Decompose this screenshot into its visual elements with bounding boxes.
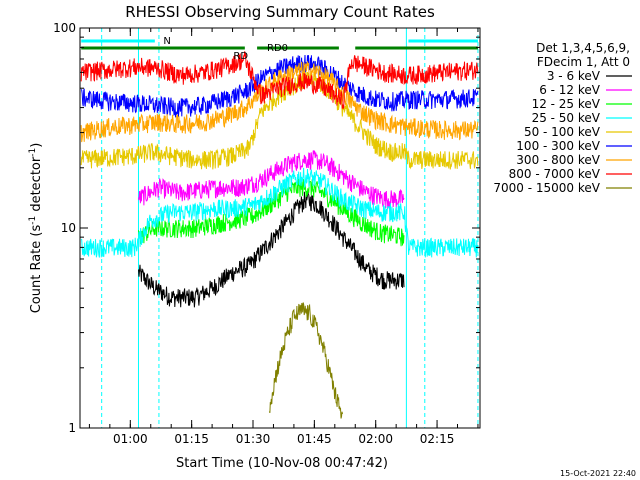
timestamp-footer: 15-Oct-2021 22:40 xyxy=(560,469,636,478)
flag-label-n: N xyxy=(163,36,170,47)
y-axis: 1 10 100 xyxy=(53,21,480,435)
legend: Det 1,3,4,5,6,9, FDecim 1, Att 0 3 - 6 k… xyxy=(493,41,632,195)
x-tick-label-1: 01:15 xyxy=(174,432,209,446)
series-line-7 xyxy=(80,51,479,110)
legend-label-2: 12 - 25 keV xyxy=(532,97,601,111)
flag-label-rd0: RD0 xyxy=(267,43,288,54)
legend-label-7: 800 - 7000 keV xyxy=(509,167,601,181)
legend-label-0: 3 - 6 keV xyxy=(547,69,601,83)
x-axis-label: Start Time (10-Nov-08 00:47:42) xyxy=(176,456,388,471)
x-tick-label-5: 02:15 xyxy=(420,432,455,446)
legend-label-4: 50 - 100 keV xyxy=(524,125,601,139)
series-line-0 xyxy=(138,190,405,308)
legend-label-3: 25 - 50 keV xyxy=(532,111,601,125)
series-line-8 xyxy=(268,302,343,419)
series-line-4 xyxy=(80,71,479,170)
legend-label-6: 300 - 800 keV xyxy=(516,153,600,167)
y-tick-label-1: 10 xyxy=(61,221,76,235)
x-axis: 01:00 01:15 01:30 01:45 02:00 02:15 xyxy=(88,28,479,446)
plot-area: N RD0 RD xyxy=(80,28,479,428)
y-tick-label-2: 100 xyxy=(53,21,76,35)
legend-label-1: 6 - 12 keV xyxy=(539,83,601,97)
y-tick-label-0: 1 xyxy=(68,421,76,435)
legend-label-5: 100 - 300 keV xyxy=(516,139,600,153)
y-axis-label: Count Rate (s-1 detector-1) xyxy=(28,143,44,314)
legend-header-line-1: Det 1,3,4,5,6,9, xyxy=(536,41,630,55)
legend-label-8: 7000 - 15000 keV xyxy=(493,181,600,195)
x-tick-label-2: 01:30 xyxy=(236,432,271,446)
series-line-1 xyxy=(138,150,405,209)
series-line-6 xyxy=(80,61,479,143)
legend-header-line-2: FDecim 1, Att 0 xyxy=(537,55,630,69)
x-tick-label-0: 01:00 xyxy=(113,432,148,446)
series-line-3 xyxy=(80,167,479,258)
x-tick-label-4: 02:00 xyxy=(358,432,393,446)
x-tick-label-3: 01:45 xyxy=(297,432,332,446)
chart-title: RHESSI Observing Summary Count Rates xyxy=(125,3,435,21)
flag-label-rd: RD xyxy=(233,51,248,62)
series-line-2 xyxy=(138,178,405,247)
